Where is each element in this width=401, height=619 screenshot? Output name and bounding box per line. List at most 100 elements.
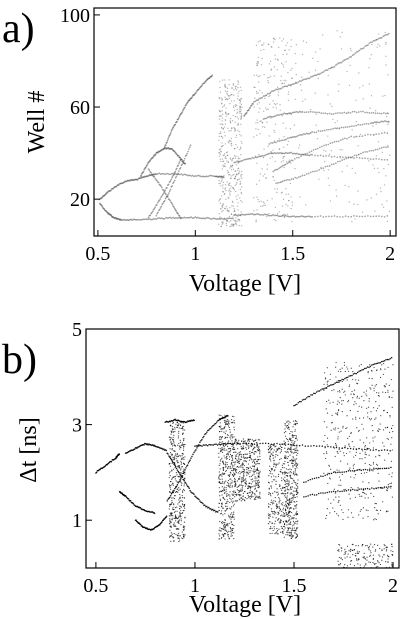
- data-point: [287, 515, 289, 518]
- data-point: [218, 118, 221, 120]
- data-point: [218, 132, 221, 135]
- data-point: [237, 219, 240, 221]
- data-point: [285, 451, 287, 453]
- data-point: [272, 170, 275, 173]
- data-point: [351, 390, 353, 393]
- data-point: [166, 172, 169, 175]
- data-point: [380, 158, 383, 161]
- data-point: [155, 214, 158, 217]
- data-point: [322, 388, 325, 390]
- data-point: [220, 180, 223, 183]
- data-point: [391, 496, 393, 498]
- data-point: [229, 187, 231, 189]
- data-point: [305, 154, 308, 156]
- data-point: [240, 199, 242, 202]
- data-point: [285, 44, 287, 47]
- data-point: [378, 112, 381, 115]
- data-point: [378, 395, 380, 397]
- data-point: [293, 435, 295, 437]
- data-point: [302, 153, 305, 156]
- data-point: [294, 82, 297, 85]
- data-point: [293, 514, 295, 516]
- data-point: [227, 454, 229, 456]
- data-point: [180, 499, 182, 502]
- data-point: [295, 488, 298, 490]
- data-point: [365, 122, 368, 125]
- data-point: [258, 153, 260, 156]
- data-point: [222, 160, 225, 162]
- data-point: [174, 456, 176, 458]
- data-point: [292, 466, 294, 468]
- data-point: [252, 157, 255, 160]
- data-point: [173, 463, 175, 465]
- data-point: [234, 491, 237, 494]
- data-point: [176, 481, 178, 483]
- data-point: [272, 455, 274, 457]
- data-point: [177, 172, 179, 175]
- data-point: [296, 523, 298, 525]
- data-point: [358, 49, 361, 52]
- data-point: [273, 66, 276, 68]
- data-point: [183, 528, 185, 530]
- data-point: [231, 436, 233, 438]
- data-point: [295, 465, 297, 467]
- data-point: [231, 440, 233, 442]
- data-point: [166, 141, 168, 144]
- data-point: [344, 445, 346, 447]
- data-point: [275, 505, 277, 507]
- data-point: [237, 178, 239, 181]
- data-point: [356, 382, 358, 384]
- data-point: [242, 468, 244, 470]
- data-point: [279, 484, 281, 486]
- data-point: [219, 474, 221, 476]
- data-point: [309, 153, 312, 156]
- data-point: [168, 190, 171, 192]
- data-point: [281, 82, 284, 85]
- data-point: [289, 499, 291, 502]
- data-point: [295, 536, 297, 538]
- data-point: [240, 135, 243, 137]
- data-point: [274, 469, 276, 471]
- data-point: [258, 487, 260, 489]
- data-point: [325, 378, 327, 380]
- data-point: [232, 187, 234, 189]
- data-point: [364, 446, 366, 448]
- data-point: [224, 444, 227, 446]
- data-point: [351, 129, 353, 131]
- data-point: [226, 220, 228, 222]
- data-point: [179, 439, 181, 441]
- data-point: [251, 156, 254, 159]
- data-point: [384, 391, 387, 394]
- data-point: [285, 489, 287, 491]
- data-point: [288, 503, 290, 505]
- data-point: [364, 134, 366, 137]
- data-point: [235, 440, 237, 442]
- data-point: [175, 167, 178, 170]
- data-point: [225, 107, 227, 109]
- data-point: [259, 107, 261, 109]
- data-point: [168, 505, 171, 507]
- data-point: [286, 427, 289, 429]
- data-point: [220, 115, 223, 117]
- data-point: [285, 160, 288, 163]
- data-point: [329, 378, 331, 381]
- data-point: [369, 107, 371, 109]
- data-point: [239, 197, 241, 199]
- data-point: [276, 528, 278, 530]
- data-point: [290, 486, 292, 488]
- data-point: [179, 448, 181, 450]
- data-point: [224, 126, 226, 128]
- data-point: [232, 106, 235, 109]
- data-point: [177, 482, 180, 484]
- data-point: [348, 444, 350, 446]
- data-point: [246, 469, 248, 471]
- data-point: [239, 100, 242, 103]
- data-point: [336, 127, 339, 129]
- data-point: [366, 199, 368, 201]
- data-point: [364, 45, 366, 48]
- data-point: [287, 193, 290, 195]
- data-point: [260, 120, 262, 122]
- data-point: [236, 469, 238, 471]
- data-point: [237, 95, 239, 97]
- data-point: [254, 492, 256, 495]
